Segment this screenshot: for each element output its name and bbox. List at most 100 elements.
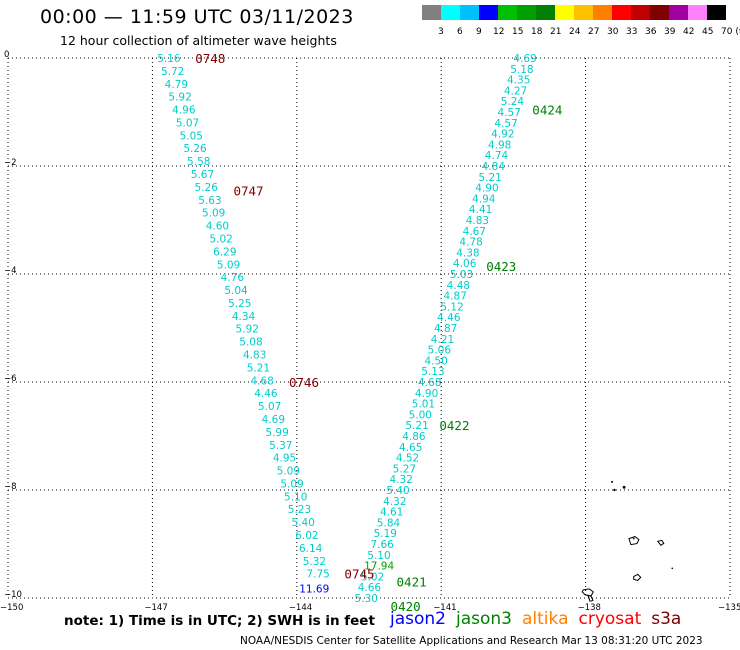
lat-label: 0 [4, 50, 9, 60]
wave-height-value: 5.40 [292, 517, 315, 529]
colorbar-label: 15 [512, 27, 524, 37]
lon-label: −150 [0, 603, 23, 613]
wave-height-value: 4.38 [456, 247, 479, 259]
wave-height-value: 4.96 [172, 105, 196, 117]
legend-cryosat: cryosat [578, 609, 642, 629]
wave-height-value: 4.41 [469, 204, 492, 216]
island-dot [613, 488, 616, 492]
wave-height-value: 17.94 [364, 561, 394, 573]
page-subtitle: 12 hour collection of altimeter wave hei… [60, 33, 337, 48]
colorbar-label: 45 [702, 27, 714, 37]
colorbar-label: 24 [569, 27, 581, 37]
lon-label: −135 [718, 603, 740, 613]
colorbar-swatch [574, 5, 593, 20]
wave-height-value: 6.29 [213, 246, 236, 258]
colorbar-swatch [650, 5, 669, 20]
legend-jason2: jason2 [390, 609, 446, 629]
wave-height-value: 4.78 [459, 237, 482, 249]
footer-note: note: 1) Time is in UTC; 2) SWH is in fe… [64, 613, 375, 629]
wave-height-value: 7.75 [306, 569, 329, 581]
wave-height-value: 5.12 [440, 301, 463, 313]
wave-height-value: 4.67 [463, 226, 486, 238]
colorbar-label: 36 [645, 27, 657, 37]
wave-height-value: 11.69 [299, 583, 329, 595]
wave-height-value: 5.09 [217, 259, 240, 271]
wave-height-value: 4.57 [498, 107, 521, 119]
colorbar-swatch [422, 5, 441, 20]
lon-label: −141 [433, 603, 456, 613]
wave-height-value: 5.21 [478, 172, 501, 184]
wave-height-value: 5.99 [265, 427, 288, 439]
wave-height-value: 6.02 [295, 530, 318, 542]
colorbar-swatch [460, 5, 479, 20]
colorbar-label: 39 [664, 27, 676, 37]
wave-height-value: 5.01 [412, 399, 435, 411]
island-dot [671, 567, 674, 570]
wave-height-value: 4.60 [206, 221, 229, 233]
page-title: 00:00 — 11:59 UTC 03/11/2023 [40, 6, 354, 28]
colorbar-swatch [688, 5, 707, 20]
wave-height-value: 5.37 [269, 440, 292, 452]
wave-height-value: 5.24 [501, 96, 525, 108]
wave-height-value: 7.66 [370, 539, 394, 551]
wave-height-value: 5.92 [236, 324, 259, 336]
wave-height-value: 5.02 [209, 233, 232, 245]
wave-height-value: 5.58 [187, 156, 210, 168]
lon-label: −144 [289, 603, 312, 613]
wave-height-value: 4.68 [250, 375, 273, 387]
colorbar-label: 27 [588, 27, 600, 37]
colorbar-label: 12 [493, 27, 505, 37]
wave-height-value: 4.90 [415, 388, 438, 400]
wave-height-value: 5.02 [361, 571, 384, 583]
wave-height-value: 4.27 [504, 85, 527, 97]
wave-height-value: 4.46 [437, 312, 461, 324]
colorbar-swatch [707, 5, 726, 20]
wave-height-value: 5.72 [161, 66, 184, 78]
wave-height-value: 5.06 [428, 345, 452, 357]
colorbar-label: 30 [607, 27, 619, 37]
lon-label: −138 [578, 603, 601, 613]
colorbar-label: 18 [531, 27, 543, 37]
wave-height-value: 5.13 [421, 366, 444, 378]
wave-height-value: 5.07 [176, 117, 199, 129]
wave-height-value: 5.09 [277, 466, 300, 478]
wave-height-value: 4.61 [380, 507, 403, 519]
island-outline [587, 594, 594, 602]
wave-height-value: 5.05 [180, 130, 203, 142]
wave-height-value: 5.08 [239, 337, 262, 349]
colorbar-swatch [612, 5, 631, 20]
wave-height-value: 4.69 [513, 53, 536, 65]
wave-height-value: 5.63 [198, 195, 221, 207]
colorbar-swatch [479, 5, 498, 20]
wave-height-value: 4.74 [485, 150, 509, 162]
credit-line: NOAA/NESDIS Center for Satellite Applica… [240, 635, 703, 647]
wave-height-value: 4.86 [402, 431, 426, 443]
wave-height-value: 5.25 [228, 298, 251, 310]
wave-height-value: 4.65 [399, 442, 422, 454]
pass-time-label: 0421 [397, 575, 427, 590]
lat-label: −10 [4, 590, 22, 600]
wave-height-value: 5.09 [202, 208, 225, 220]
wave-height-value: 4.98 [488, 139, 511, 151]
colorbar-label: 42 [683, 27, 695, 37]
wave-height-value: 5.32 [303, 556, 326, 568]
colorbar-swatch [555, 5, 574, 20]
colorbar-label: 3 [438, 27, 444, 37]
colorbar-swatch [593, 5, 612, 20]
wave-height-value: 4.83 [466, 215, 489, 227]
wave-height-value: 4.06 [453, 258, 477, 270]
wave-height-value: 4.57 [494, 118, 517, 130]
wave-height-value: 4.90 [475, 183, 498, 195]
wave-height-value: 5.00 [409, 409, 432, 421]
wave-height-value: 4.32 [383, 496, 406, 508]
wave-height-value: 4.52 [396, 453, 419, 465]
wave-height-value: 5.27 [393, 463, 416, 475]
pass-time-label: 0423 [486, 259, 516, 274]
island-outline [633, 573, 642, 581]
colorbar-swatch [536, 5, 555, 20]
colorbar-label: 9 [476, 27, 482, 37]
pass-time-label: 0422 [439, 418, 469, 433]
wave-height-value: 5.21 [405, 420, 428, 432]
wave-height-value: 5.40 [386, 485, 409, 497]
